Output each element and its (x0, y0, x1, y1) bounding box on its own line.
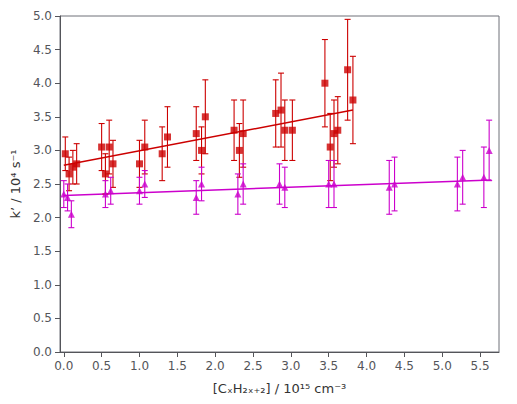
svg-text:5.0: 5.0 (433, 359, 452, 373)
svg-text:1.5: 1.5 (33, 244, 52, 258)
svg-text:4.5: 4.5 (395, 359, 414, 373)
svg-text:3.0: 3.0 (33, 143, 52, 157)
svg-text:2.0: 2.0 (33, 211, 52, 225)
svg-text:k’ / 10⁴ s⁻¹: k’ / 10⁴ s⁻¹ (8, 149, 23, 218)
svg-text:0.0: 0.0 (54, 359, 73, 373)
svg-text:3.5: 3.5 (319, 359, 338, 373)
svg-text:5.5: 5.5 (471, 359, 490, 373)
svg-text:0.5: 0.5 (92, 359, 111, 373)
svg-text:1.0: 1.0 (33, 278, 52, 292)
svg-text:2.5: 2.5 (33, 177, 52, 191)
svg-text:[CₓH₂ₓ₊₂] / 10¹⁵ cm⁻³: [CₓH₂ₓ₊₂] / 10¹⁵ cm⁻³ (213, 381, 346, 396)
svg-text:4.0: 4.0 (33, 76, 52, 90)
svg-text:0.0: 0.0 (33, 345, 52, 359)
svg-text:4.0: 4.0 (357, 359, 376, 373)
svg-text:1.0: 1.0 (130, 359, 149, 373)
svg-text:5.0: 5.0 (33, 9, 52, 23)
svg-text:1.5: 1.5 (168, 359, 187, 373)
svg-text:0.5: 0.5 (33, 311, 52, 325)
svg-text:3.0: 3.0 (281, 359, 300, 373)
svg-text:3.5: 3.5 (33, 110, 52, 124)
svg-text:4.5: 4.5 (33, 43, 52, 57)
svg-text:2.5: 2.5 (243, 359, 262, 373)
svg-text:2.0: 2.0 (206, 359, 225, 373)
